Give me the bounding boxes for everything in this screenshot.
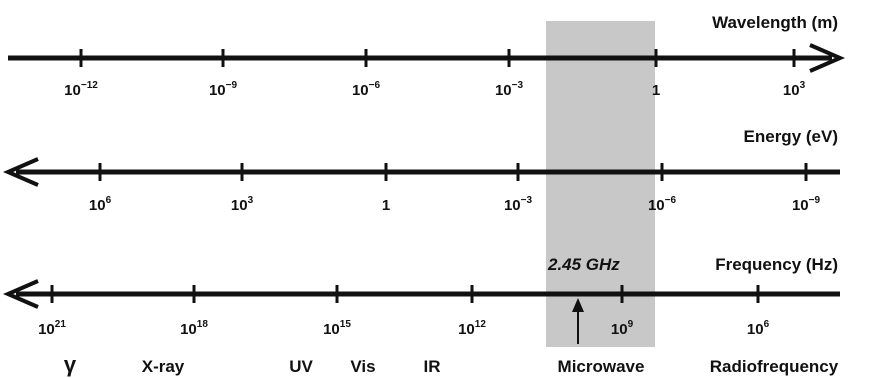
- wavelength-tick-label: 10−3: [495, 80, 524, 99]
- frequency-axis-title: Frequency (Hz): [715, 255, 838, 274]
- ir-region-label: IR: [424, 357, 441, 376]
- frequency-tick-label: 1012: [458, 319, 486, 338]
- gamma-region-label: γ: [64, 352, 77, 377]
- energy-tick-label: 103: [231, 195, 254, 214]
- energy-tick-label: 10−9: [792, 195, 821, 214]
- wavelength-axis: [8, 43, 846, 73]
- frequency-tick-label: 106: [747, 319, 770, 338]
- wavelength-axis-title: Wavelength (m): [712, 13, 838, 32]
- microwave-region-label: Microwave: [558, 357, 645, 376]
- energy-tick-label: 10−6: [648, 195, 677, 214]
- energy-tick-label: 10−3: [504, 195, 533, 214]
- frequency-axis: [2, 279, 840, 309]
- energy-axis-title: Energy (eV): [744, 127, 838, 146]
- frequency-annotation: 2.45 GHz: [547, 255, 620, 274]
- wavelength-tick-label: 1: [652, 82, 660, 99]
- energy-axis: [2, 157, 840, 187]
- frequency-tick-label: 1018: [180, 319, 208, 338]
- wavelength-tick-label: 103: [783, 80, 806, 99]
- frequency-tick-label: 1015: [323, 319, 351, 338]
- radiofrequency-region-label: Radiofrequency: [710, 357, 839, 376]
- vis-region-label: Vis: [350, 357, 375, 376]
- uv-region-label: UV: [289, 357, 313, 376]
- wavelength-tick-label: 10−12: [64, 80, 98, 99]
- energy-tick-label: 1: [382, 197, 390, 214]
- frequency-tick-label: 109: [611, 319, 634, 338]
- microwave-highlight-band: [546, 21, 655, 347]
- wavelength-tick-label: 10−6: [352, 80, 381, 99]
- xray-region-label: X-ray: [142, 357, 185, 376]
- frequency-tick-label: 1021: [38, 319, 66, 338]
- energy-tick-label: 106: [89, 195, 112, 214]
- annotation-arrow: [572, 298, 584, 344]
- wavelength-tick-label: 10−9: [209, 80, 238, 99]
